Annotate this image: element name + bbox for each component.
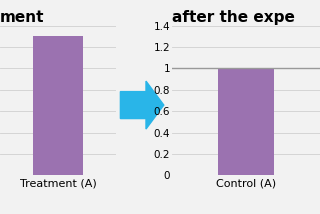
Text: after the expe: after the expe <box>172 9 294 25</box>
Bar <box>218 68 274 175</box>
Bar <box>33 36 83 175</box>
FancyArrow shape <box>120 81 164 129</box>
Text: ment: ment <box>0 9 44 25</box>
